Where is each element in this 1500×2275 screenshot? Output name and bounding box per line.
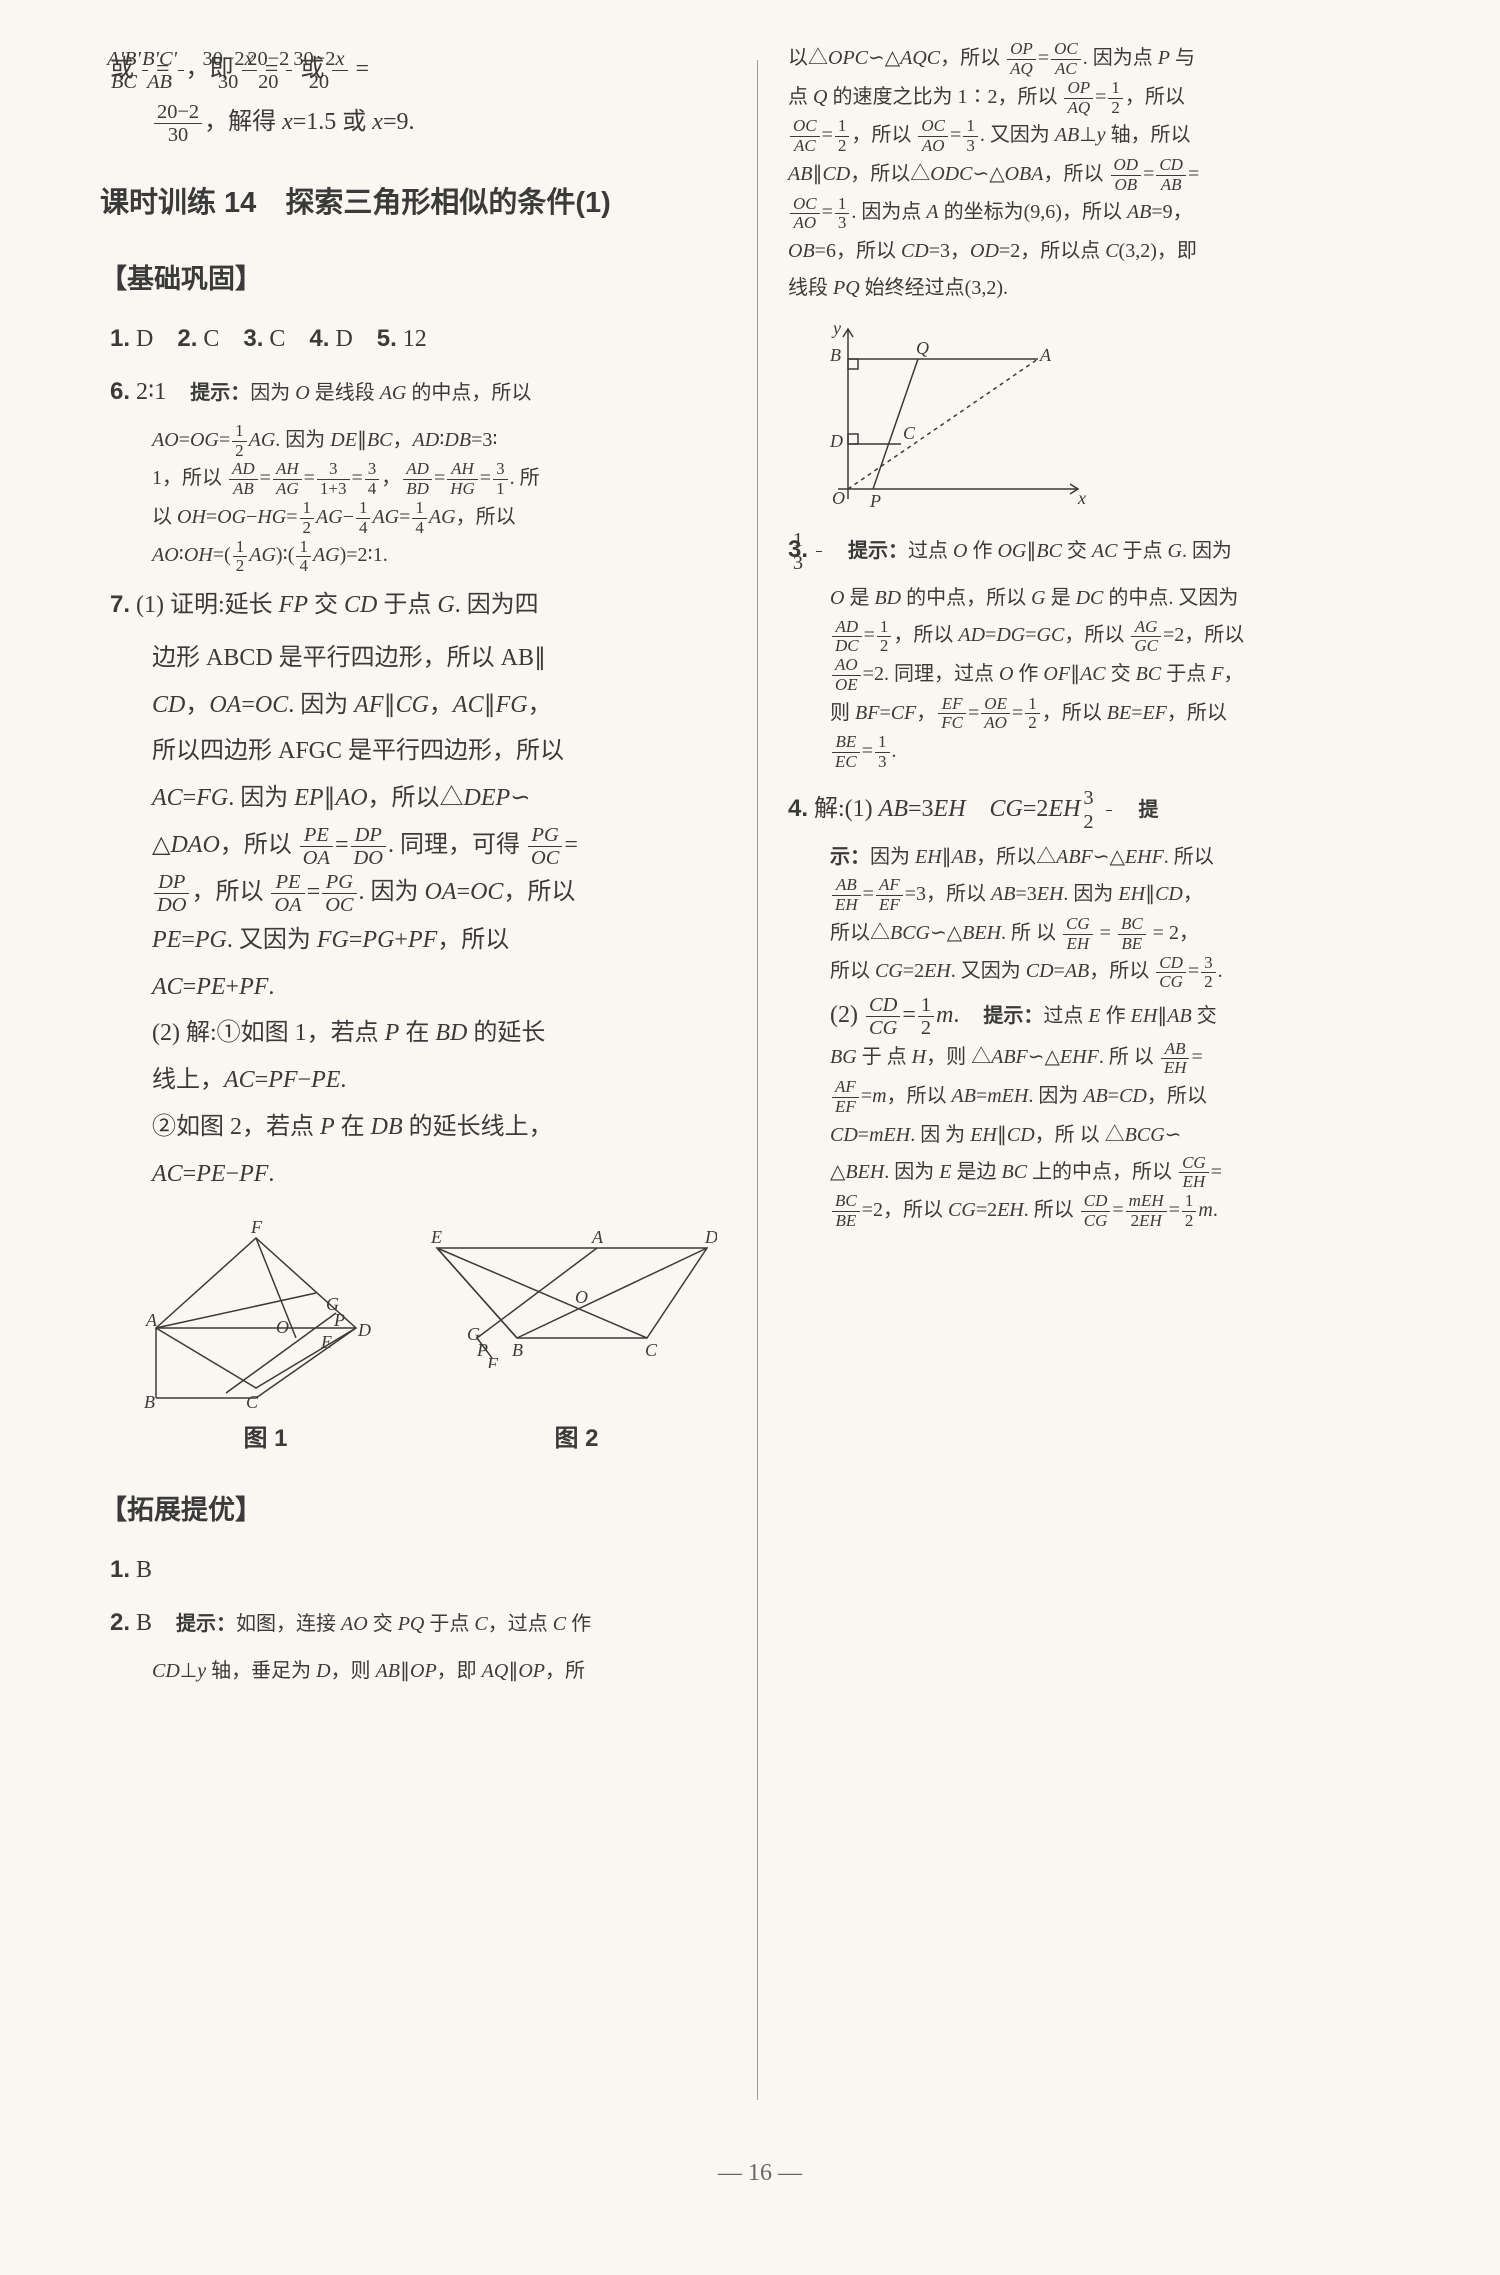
q7-line1: 7. (1) 证明:延长 FP 交 CD 于点 G. 因为四 <box>110 582 732 629</box>
q7-line4: 所以四边形 AFGC 是平行四边形，所以 <box>110 728 732 775</box>
svg-text:C: C <box>645 1340 658 1360</box>
q7-2-line4: AC=PE−PF. <box>110 1151 732 1198</box>
q6-line4: 以 OH=OG−HG=12AG−14AG=14AG，所以 <box>110 499 732 538</box>
svg-text:F: F <box>250 1218 263 1237</box>
ext-q2-line2: CD⊥y 轴，垂足为 D，则 AB∥OP，即 AQ∥OP，所 <box>110 1653 732 1690</box>
q7-2-line1: (2) 解:①如图 1，若点 P 在 BD 的延长 <box>110 1010 732 1057</box>
q7-line5: AC=FG. 因为 EP∥AO，所以△DEP∽ <box>110 775 732 822</box>
svg-text:x: x <box>1077 488 1086 508</box>
svg-text:y: y <box>831 319 841 338</box>
q6-line3: 1，所以 ADAB=AHAG=31+3=34，ADBD=AHHG=31. 所 <box>110 460 732 499</box>
svg-text:A: A <box>1039 345 1052 365</box>
q7-2-line3: ②如图 2，若点 P 在 DB 的延长线上， <box>110 1104 732 1151</box>
left-column: 或 A'B'BC = B'C'AB，即 30−2x30 = 20−220 或 3… <box>110 40 757 2140</box>
r-line3: OCAC=12，所以 OCAO=13. 又因为 AB⊥y 轴，所以 <box>788 117 1410 156</box>
q3-line2: O 是 BD 的中点，所以 G 是 DC 的中点. 又因为 <box>788 580 1410 617</box>
svg-text:O: O <box>276 1317 289 1337</box>
svg-text:P: P <box>333 1310 345 1330</box>
page-number: — 16 — <box>110 2160 1410 2187</box>
svg-text:C: C <box>246 1392 259 1408</box>
coordinate-figure-wrap: y x O B Q A D C P <box>788 319 1410 509</box>
svg-text:O: O <box>832 488 845 508</box>
q7-line7: DPDO，所以 PEOA=PGOC. 因为 OA=OC，所以 <box>110 869 732 916</box>
q7-line3: CD，OA=OC. 因为 AF∥CG，AC∥FG， <box>110 682 732 729</box>
svg-text:D: D <box>357 1320 371 1340</box>
q4-line3: ABEH=AFEF=3，所以 AB=3EH. 因为 EH∥CD， <box>788 876 1410 915</box>
q3-line4: AOOE=2. 同理，过点 O 作 OF∥AC 交 BC 于点 F， <box>788 656 1410 695</box>
r-line2: 点 Q 的速度之比为 1∶2，所以 OPAQ=12，所以 <box>788 79 1410 118</box>
svg-text:D: D <box>829 431 843 451</box>
svg-text:F: F <box>486 1354 499 1368</box>
svg-text:C: C <box>903 423 916 443</box>
q6-line5: AO∶OH=(12AG)∶(14AG)=2∶1. <box>110 537 732 576</box>
q3-line5: 则 BF=CF，EFFC=OEAO=12，所以 BE=EF，所以 <box>788 695 1410 734</box>
q7-line9: AC=PE+PF. <box>110 964 732 1011</box>
svg-text:A: A <box>591 1227 604 1247</box>
q4-line2: 示：因为 EH∥AB，所以△ABF∽△EHF. 所以 <box>788 839 1410 876</box>
svg-text:B: B <box>830 345 841 365</box>
extension-heading: 【拓展提优】 <box>100 1484 732 1537</box>
lesson-title: 课时训练 14 探索三角形相似的条件(1) <box>100 175 732 232</box>
q4-2-line1: (2) CDCG=12m. 提示：过点 E 作 EH∥AB 交 <box>788 992 1410 1039</box>
fig2-caption: 图 2 <box>554 1416 598 1463</box>
r-line6: OB=6，所以 CD=3，OD=2，所以点 C(3,2)，即 <box>788 233 1410 270</box>
r-line5: OCAO=13. 因为点 A 的坐标为(9,6)，所以 AB=9， <box>788 194 1410 233</box>
basic-heading: 【基础巩固】 <box>100 253 732 306</box>
q3-line3: ADDC=12，所以 AD=DG=GC，所以 AGGC=2，所以 <box>788 617 1410 656</box>
q3-line6: BEEC=13. <box>788 733 1410 772</box>
q4-2-line5: CD=mEH. 因 为 EH∥CD，所 以 △BCG∽ <box>788 1117 1410 1154</box>
r-line4: AB∥CD，所以△ODC∽△OBA，所以 ODOB=CDAB= <box>788 156 1410 195</box>
q4-line4: 所以△BCG∽△BEH. 所 以 CGEH = BCBE = 2， <box>788 915 1410 954</box>
two-column-layout: 或 A'B'BC = B'C'AB，即 30−2x30 = 20−220 或 3… <box>110 40 1410 2140</box>
page-number-value: 16 <box>748 2160 772 2186</box>
svg-text:P: P <box>869 491 881 509</box>
figure-1: F A D B C O G P E <box>126 1218 386 1408</box>
q7-2-line2: 线上，AC=PF−PE. <box>110 1057 732 1104</box>
answers-1-5: 1. D 2. C 3. C 4. D 5. 12 <box>110 316 732 363</box>
figure-2: E A D B C G P F O <box>417 1218 717 1368</box>
right-column: 以△OPC∽△AQC，所以 OPAQ=OCAC. 因为点 P 与 点 Q 的速度… <box>758 40 1410 2140</box>
q4-line1: 4. 解:(1) AB=3EH CG=2EH 32 提 <box>788 786 1410 833</box>
q3: 3. 13 提示：过点 O 作 OG∥BC 交 AC 于点 G. 因为 <box>788 527 1410 574</box>
q7-line6: △DAO，所以 PEOA=DPDO. 同理，可得 PGOC= <box>110 822 732 869</box>
svg-text:A: A <box>145 1310 158 1330</box>
fig1-caption: 图 1 <box>243 1416 287 1463</box>
r-line1: 以△OPC∽△AQC，所以 OPAQ=OCAC. 因为点 P 与 <box>788 40 1410 79</box>
top-paragraph: 或 A'B'BC = B'C'AB，即 30−2x30 = 20−220 或 3… <box>110 46 732 93</box>
coordinate-figure: y x O B Q A D C P <box>788 319 1088 509</box>
svg-text:Q: Q <box>916 338 929 358</box>
q4-2-line6: △BEH. 因为 E 是边 BC 上的中点，所以 CGEH= <box>788 1154 1410 1193</box>
q7-line2: 边形 ABCD 是平行四边形，所以 AB∥ <box>110 635 732 682</box>
svg-text:E: E <box>430 1227 442 1247</box>
q6-line2: AO=OG=12AG. 因为 DE∥BC，AD∶DB=3∶ <box>110 422 732 461</box>
svg-text:D: D <box>704 1227 717 1247</box>
q4-2-line7: BCBE=2，所以 CG=2EH. 所以 CDCG=mEH2EH=12m. <box>788 1192 1410 1231</box>
svg-text:O: O <box>575 1287 588 1307</box>
svg-text:B: B <box>144 1392 155 1408</box>
q7-line8: PE=PG. 又因为 FG=PG+PF，所以 <box>110 917 732 964</box>
top-paragraph-cont: 20−230，解得 x=1.5 或 x=9. <box>110 99 732 146</box>
svg-text:B: B <box>512 1340 523 1360</box>
figure-captions: 图 1 图 2 <box>110 1416 732 1463</box>
figure-row: F A D B C O G P E <box>110 1218 732 1408</box>
q4-2-line4: AFEF=m，所以 AB=mEH. 因为 AB=CD，所以 <box>788 1078 1410 1117</box>
r-line7: 线段 PQ 始终经过点(3,2). <box>788 270 1410 307</box>
q4-2-line3: BG 于 点 H，则 △ABF∽△EHF. 所 以 ABEH= <box>788 1039 1410 1078</box>
ext-q1: 1. B <box>110 1547 732 1594</box>
ext-q2: 2. B 提示：如图，连接 AO 交 PQ 于点 C，过点 C 作 <box>110 1600 732 1647</box>
q4-line5: 所以 CG=2EH. 又因为 CD=AB，所以 CDCG=32. <box>788 953 1410 992</box>
q6: 6. 2∶1 提示：因为 O 是线段 AG 的中点，所以 <box>110 369 732 416</box>
